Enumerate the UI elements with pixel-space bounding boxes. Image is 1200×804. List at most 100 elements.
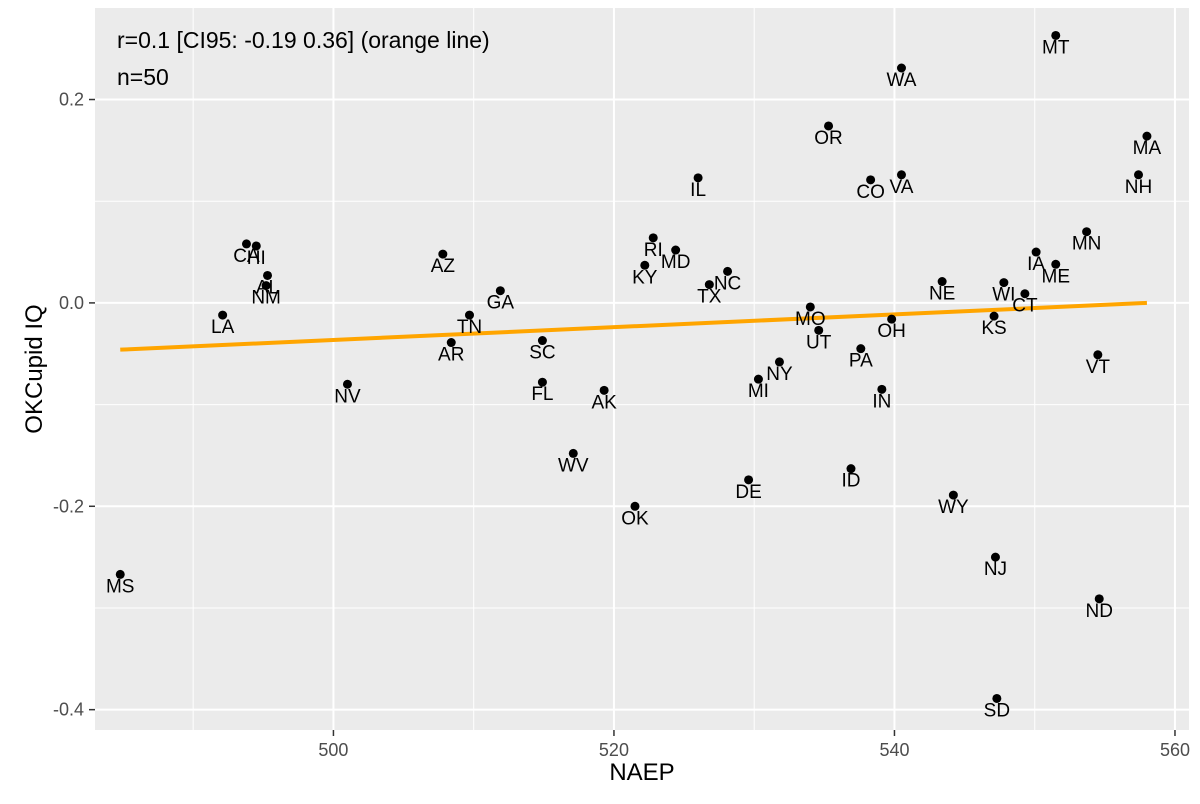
data-point-ia	[1031, 247, 1041, 257]
data-point-ga	[495, 286, 505, 296]
point-label-la: LA	[211, 317, 235, 338]
point-label-mt: MT	[1042, 37, 1070, 58]
data-point-la	[218, 310, 228, 320]
point-label-ms: MS	[106, 576, 135, 597]
data-point-mt	[1051, 30, 1061, 40]
annotation-correlation: r=0.1 [CI95: -0.19 0.36] (orange line)	[117, 27, 490, 53]
y-tick-label: -0.2	[53, 496, 84, 516]
data-point-pa	[856, 344, 866, 354]
point-label-id: ID	[841, 471, 860, 492]
data-point-nh	[1134, 170, 1144, 180]
y-tick-label: 0.2	[59, 90, 84, 110]
data-point-md	[671, 245, 681, 255]
regression-line	[120, 300, 1148, 352]
data-point-tx	[704, 280, 714, 290]
point-label-il: IL	[690, 180, 706, 201]
point-label-az: AZ	[431, 256, 456, 277]
x-tick-label: 520	[599, 740, 629, 760]
point-label-mo: MO	[795, 309, 826, 330]
grid-minor	[95, 8, 1189, 730]
point-label-mn: MN	[1072, 234, 1102, 255]
point-label-ma: MA	[1133, 138, 1162, 159]
point-label-ks: KS	[981, 318, 1006, 339]
data-point-ma	[1142, 131, 1152, 141]
data-point-tn	[464, 310, 474, 320]
point-label-de: DE	[735, 482, 761, 503]
x-tick-label: 500	[318, 740, 348, 760]
point-label-al: AL	[256, 277, 279, 298]
annotation-sample-size: n=50	[117, 64, 169, 90]
point-label-tx: TX	[697, 287, 722, 308]
data-point-sd	[992, 693, 1002, 703]
data-point-az	[438, 249, 448, 259]
point-label-ga: GA	[487, 293, 515, 314]
data-point-fl	[537, 377, 547, 387]
data-point-wv	[568, 448, 578, 458]
data-point-nm	[261, 281, 271, 291]
point-label-ne: NE	[929, 284, 955, 305]
data-point-sc	[537, 336, 547, 346]
point-label-va: VA	[890, 177, 914, 198]
data-point-de	[744, 475, 754, 485]
data-point-ca	[241, 239, 251, 249]
data-point-co	[866, 175, 876, 185]
data-point-al	[263, 270, 273, 280]
plot-panel	[95, 8, 1189, 730]
point-label-nv: NV	[334, 386, 361, 407]
y-tick-label: 0.0	[59, 293, 84, 313]
data-point-ny	[774, 357, 784, 367]
data-point-id	[846, 464, 856, 474]
point-label-in: IN	[872, 391, 891, 412]
data-point-va	[896, 170, 906, 180]
data-point-ms	[115, 569, 125, 579]
point-label-ct: CT	[1012, 296, 1038, 317]
data-point-ok	[630, 501, 640, 511]
point-label-nd: ND	[1086, 601, 1113, 622]
data-point-ar	[446, 338, 456, 348]
point-label-pa: PA	[849, 351, 873, 372]
point-label-wy: WY	[938, 497, 969, 518]
data-point-in	[877, 384, 887, 394]
point-label-wi: WI	[992, 285, 1015, 306]
point-label-ny: NY	[766, 364, 793, 385]
point-label-hi: HI	[247, 248, 266, 269]
point-label-sc: SC	[529, 343, 555, 364]
point-label-wa: WA	[887, 70, 917, 91]
data-point-ky	[640, 260, 650, 270]
point-label-ak: AK	[591, 392, 617, 413]
grid-major	[95, 8, 1189, 730]
data-point-hi	[251, 241, 261, 251]
point-label-ri: RI	[644, 240, 663, 261]
data-point-nv	[342, 379, 352, 389]
data-point-mo	[805, 302, 815, 312]
axes-group: 500 520 540 560 0.2 0.0 -0.2 -0.4	[53, 90, 1190, 760]
point-label-nm: NM	[251, 288, 281, 309]
x-tick-label: 560	[1160, 740, 1190, 760]
data-point-oh	[887, 314, 897, 324]
data-point-ne	[937, 277, 947, 287]
point-label-vt: VT	[1086, 357, 1111, 378]
point-label-ok: OK	[621, 508, 649, 529]
x-tick-label: 540	[879, 740, 909, 760]
point-label-oh: OH	[877, 321, 906, 342]
point-label-md: MD	[661, 252, 691, 273]
point-label-ut: UT	[806, 332, 832, 353]
data-point-vt	[1093, 350, 1103, 360]
data-point-ut	[814, 325, 824, 335]
data-point-nd	[1094, 594, 1104, 604]
data-point-ak	[599, 385, 609, 395]
data-point-ri	[648, 233, 658, 243]
point-label-ca: CA	[233, 246, 260, 267]
data-point-wi	[999, 278, 1009, 288]
data-point-nc	[723, 266, 733, 276]
point-label-sd: SD	[984, 700, 1010, 721]
point-label-ia: IA	[1027, 254, 1045, 275]
data-point-wy	[948, 490, 958, 500]
fit-line-group	[120, 300, 1148, 352]
points-group	[115, 30, 1152, 703]
y-tick-label: -0.4	[53, 700, 84, 720]
point-label-nh: NH	[1125, 177, 1152, 198]
